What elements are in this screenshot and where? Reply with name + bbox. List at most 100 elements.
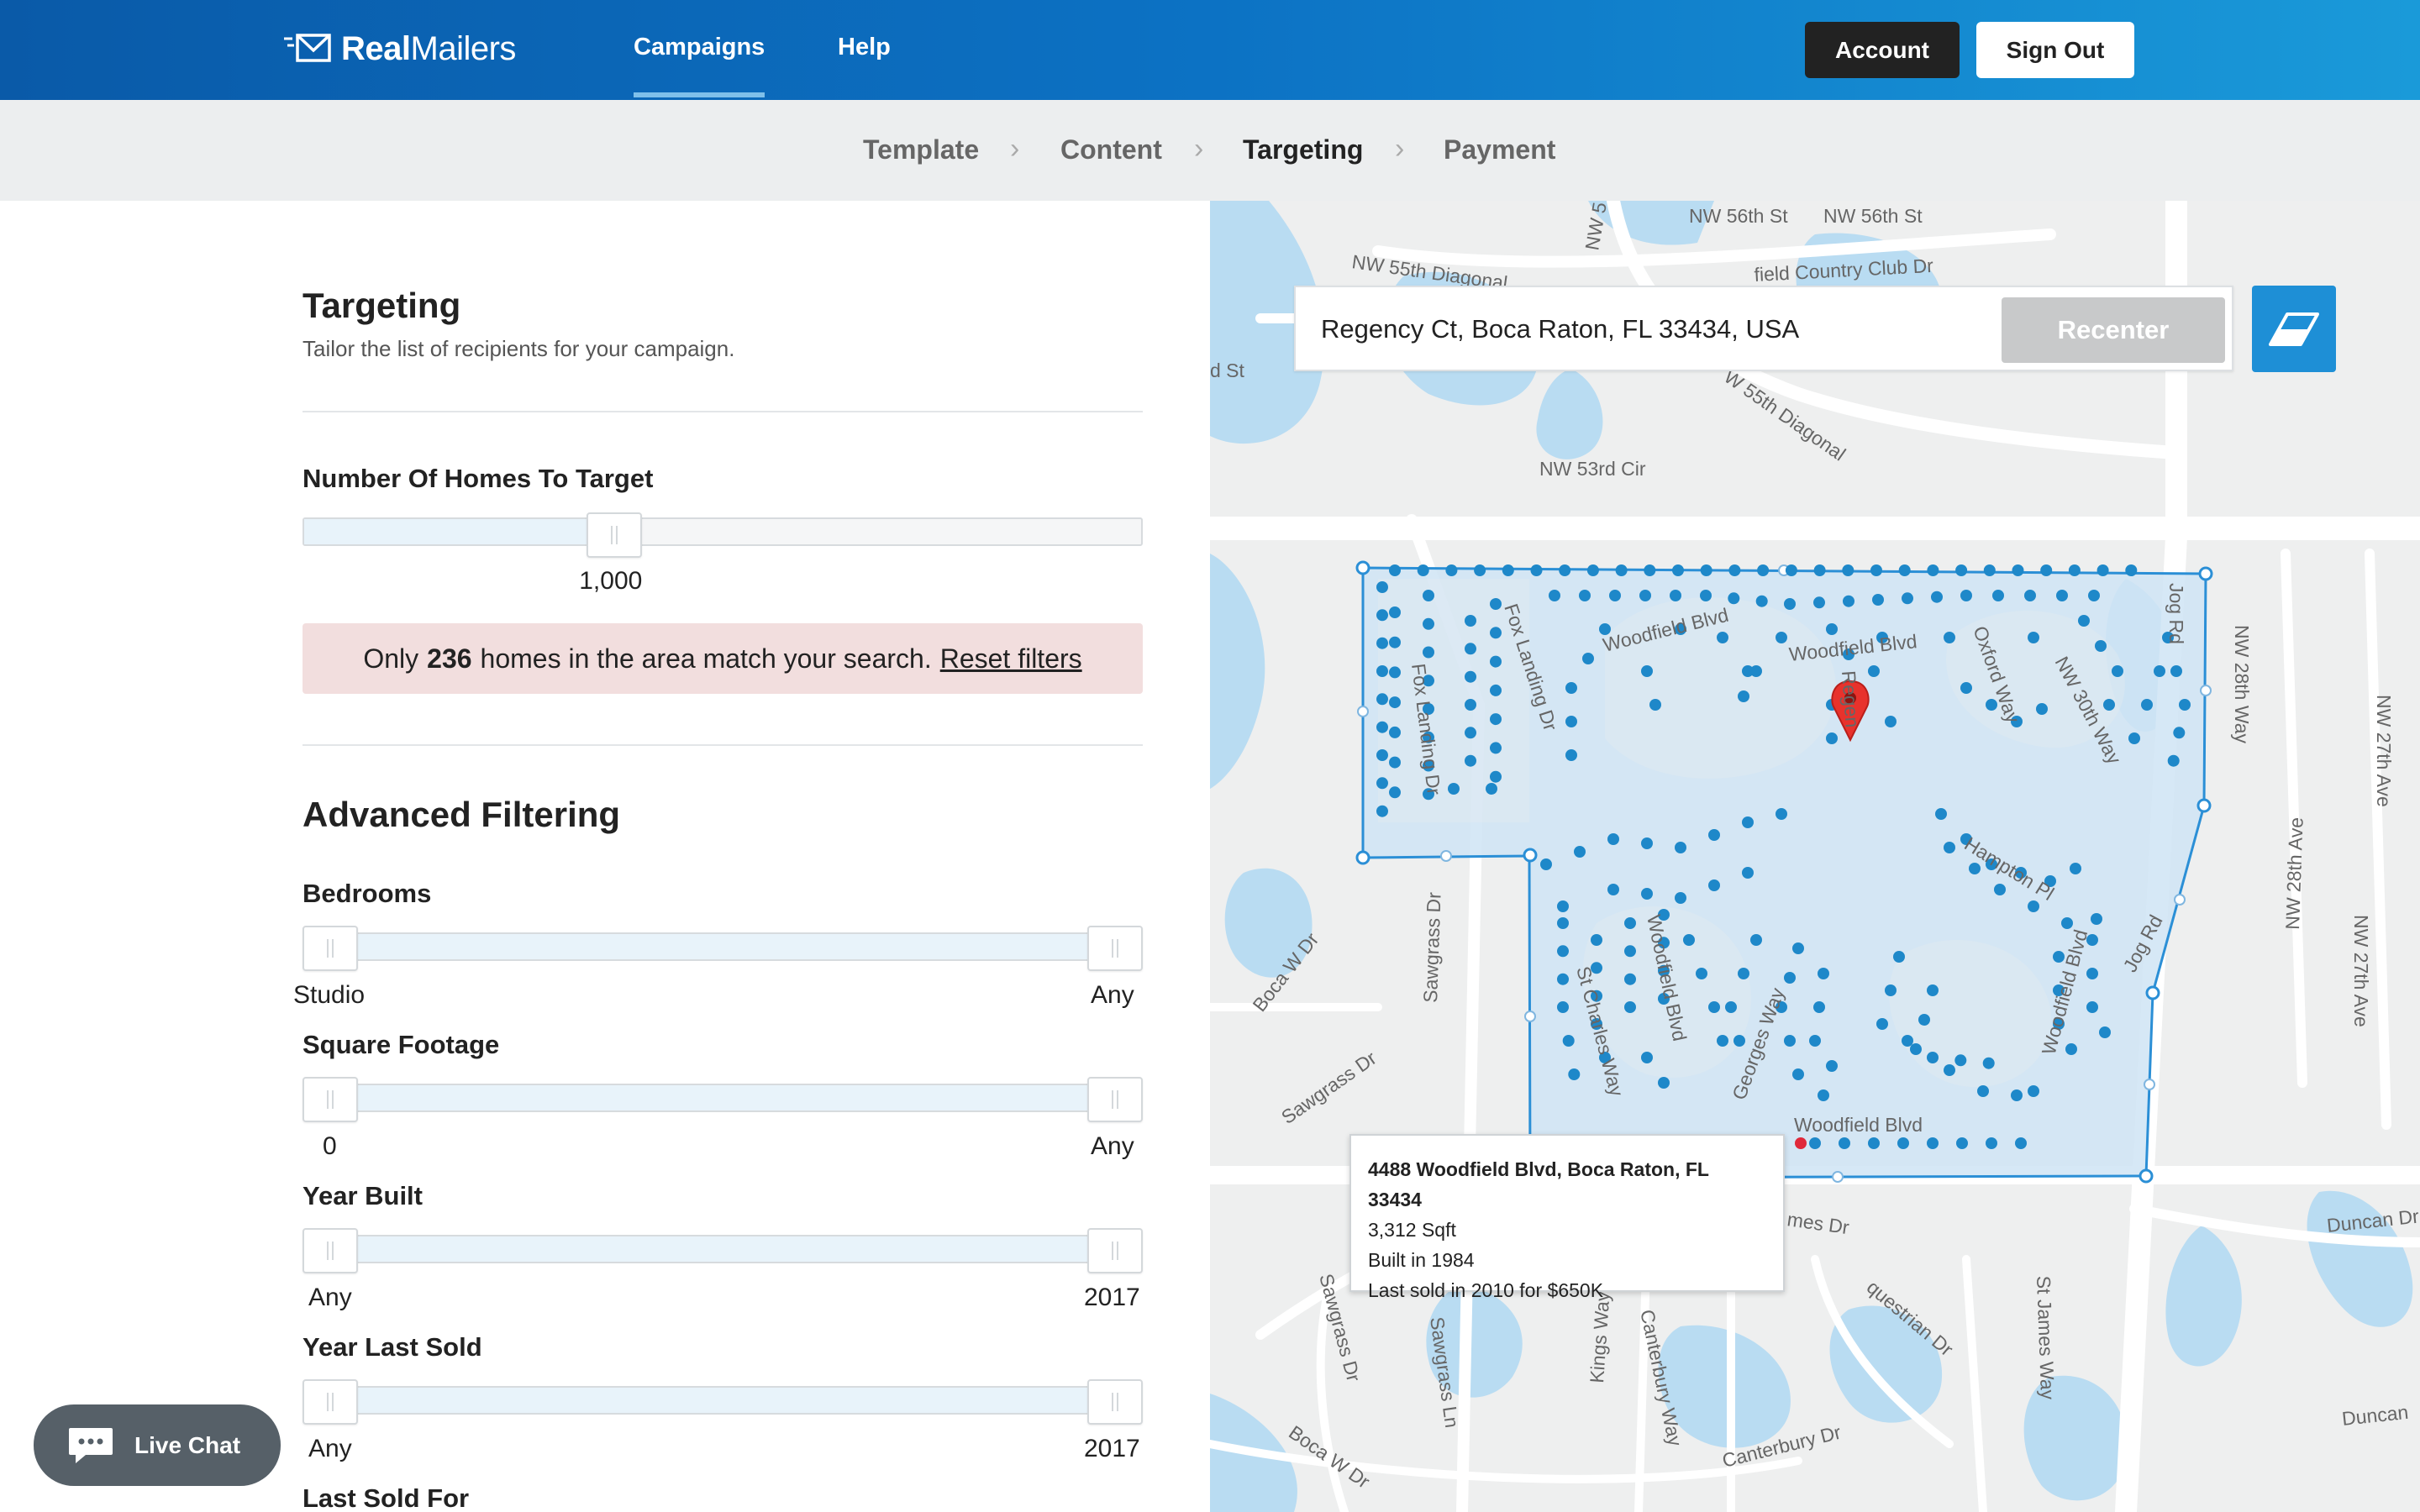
bedrooms-label: Bedrooms [302,879,432,908]
home-dot [1599,623,1611,635]
home-dot [1954,1054,1967,1067]
home-dot [1969,863,1981,874]
home-dot [2091,913,2102,925]
year-built-range-slider[interactable] [302,1228,1143,1273]
home-dot [1389,606,1401,618]
logo-text-light: Mailers [410,29,517,67]
home-dot [1465,754,1476,767]
range-min-handle[interactable] [302,926,358,971]
step-template[interactable]: Template [863,134,980,165]
home-dot [1423,675,1434,687]
home-dot [1792,1068,1804,1080]
home-dot [1944,632,1955,643]
home-dot [1624,973,1636,985]
live-chat-label: Live Chat [134,1431,241,1458]
home-dot [1658,1077,1670,1089]
home-dot [1738,690,1749,702]
street-label: NW 53rd Cir [1539,458,1646,480]
eraser-button[interactable] [2252,286,2336,372]
home-dot [1586,564,1599,576]
home-dot [1389,636,1401,648]
home-dot [1675,623,1686,635]
street-label: d St [1210,360,1245,381]
home-dot [1927,984,1939,996]
home-dot [1717,632,1728,643]
home-dot [2070,863,2081,874]
home-dot [1983,564,1996,576]
home-dot [1784,972,1796,984]
address-search-input[interactable] [1321,314,1976,344]
reset-filters-link[interactable]: Reset filters [939,643,1082,674]
home-details-tooltip: 4488 Woodfield Blvd, Boca Raton, FL 3343… [1349,1134,1785,1301]
home-sqft: 3,312 Sqft [1368,1219,1456,1241]
street-label: Sawgrass Dr [1419,891,1445,1003]
home-dot [1579,590,1591,601]
home-dot [2170,665,2182,677]
homes-count-slider[interactable] [302,512,1143,558]
home-dot [1897,1137,1909,1149]
live-chat-button[interactable]: Live Chat [34,1404,281,1486]
home-dot [1960,833,1972,845]
range-min-handle[interactable] [302,1228,358,1273]
range-max-handle[interactable] [1087,1077,1143,1122]
home-dot [1944,842,1955,853]
home-dot [1927,1137,1939,1149]
street-label: W 55th Diagonal [1720,365,1849,465]
home-dot [2162,632,2174,643]
home-dot [1826,1060,1838,1072]
step-content[interactable]: Content [1060,134,1162,165]
step-targeting[interactable]: Targeting [1243,134,1364,165]
home-dot [1591,934,1602,946]
home-dot [1490,770,1502,783]
account-button[interactable]: Account [1805,22,1960,78]
targeting-panel [0,201,1210,1512]
home-last-sold: Last sold in 2010 for $650K [1368,1279,1604,1301]
range-min-handle[interactable] [302,1379,358,1425]
range-max-handle[interactable] [1087,1379,1143,1425]
home-dot [1540,858,1552,870]
home-dot [1559,564,1571,576]
home-dot [1893,951,1905,963]
home-dot [2099,1026,2111,1038]
nav-help[interactable]: Help [838,34,891,60]
slider-handle[interactable] [587,512,643,558]
square-footage-max-value: Any [1091,1132,1134,1160]
home-dot [1417,564,1429,576]
home-dot [1423,646,1434,659]
home-dot [1376,609,1388,622]
home-dot [1885,716,1897,727]
step-payment[interactable]: Payment [1444,134,1556,165]
home-dot [1599,1052,1611,1063]
realmailers-logo[interactable]: RealMailers [284,25,516,72]
address-search-box: Recenter [1294,286,2233,371]
home-dot [1784,1035,1796,1047]
recenter-button[interactable]: Recenter [2002,297,2225,363]
street-label: Regen [1838,670,1864,728]
home-dot [1785,564,1797,576]
square-footage-range-slider[interactable] [302,1077,1143,1122]
range-min-handle[interactable] [302,1077,358,1122]
home-dot [1675,892,1686,904]
home-dot [1700,590,1712,601]
year-last-sold-range-slider[interactable] [302,1379,1143,1425]
range-max-handle[interactable] [1087,926,1143,971]
home-dot [1755,595,1768,607]
bedrooms-range-slider[interactable] [302,926,1143,971]
home-dot [1389,786,1401,799]
home-dot [1809,1035,1821,1047]
divider [302,411,1143,412]
map-view[interactable]: NW 56th St NW 56th St NW 55th Diagonal f… [1210,201,2420,1512]
street-label: NW 5 [1581,201,1611,252]
nav-campaigns[interactable]: Campaigns [634,34,765,97]
home-dot [1624,945,1636,958]
home-dot [1776,808,1787,820]
home-dot [1986,1137,1997,1149]
home-dot [1708,829,1720,841]
home-dot [1839,1137,1850,1149]
home-dot [1931,591,1943,603]
home-dot [2096,564,2109,576]
range-max-handle[interactable] [1087,1228,1143,1273]
home-dot [1639,590,1651,601]
home-dot [1717,1035,1728,1047]
sign-out-button[interactable]: Sign Out [1976,22,2134,78]
